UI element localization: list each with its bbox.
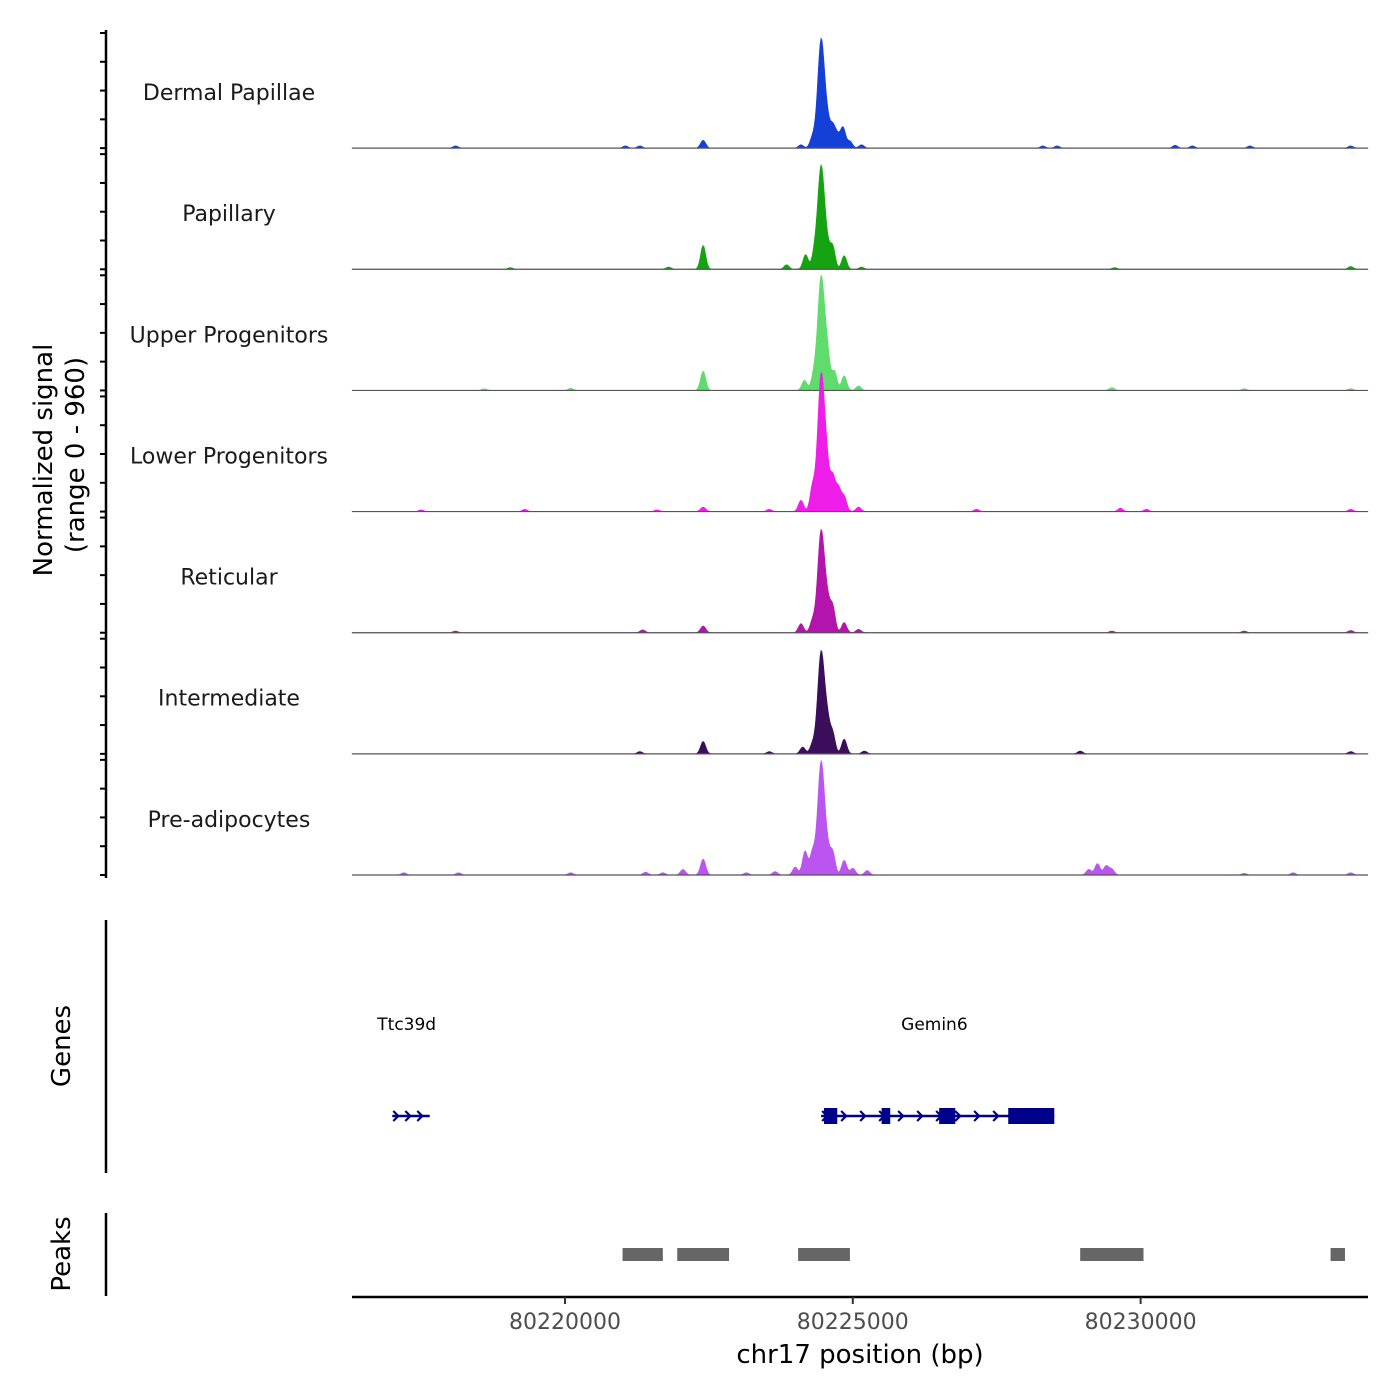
strand-arrow xyxy=(859,1110,867,1122)
track-label: Intermediate xyxy=(158,687,300,712)
x-tick-label: 80225000 xyxy=(797,1310,909,1335)
strand-arrow xyxy=(416,1110,424,1122)
track-label: Upper Progenitors xyxy=(130,323,329,348)
peaks-axis-title: Peaks xyxy=(47,1216,77,1291)
coverage-area-5 xyxy=(351,649,1369,755)
strand-arrow xyxy=(897,1110,905,1122)
coverage-area-0 xyxy=(351,37,1369,149)
track-label: Pre-adipocytes xyxy=(148,808,311,833)
track-label: Dermal Papillae xyxy=(143,81,315,106)
peaks-track xyxy=(104,1213,1345,1296)
coverage-area-2 xyxy=(351,274,1369,391)
strand-arrow xyxy=(840,1110,848,1122)
track-label: Lower Progenitors xyxy=(130,444,328,469)
y-axis-title-line2: (range 0 - 960) xyxy=(61,357,91,553)
peak-region xyxy=(798,1248,850,1261)
strand-arrow xyxy=(392,1110,400,1122)
exon-block xyxy=(1008,1108,1055,1124)
coverage-area-3 xyxy=(351,371,1369,512)
exon-block xyxy=(881,1108,891,1124)
strand-arrow xyxy=(973,1110,981,1122)
coverage-area-6 xyxy=(352,759,1368,876)
coverage-area-1 xyxy=(351,163,1369,270)
x-axis-title: chr17 position (bp) xyxy=(736,1340,983,1370)
x-tick-label: 80220000 xyxy=(509,1310,621,1335)
peak-region xyxy=(677,1248,730,1261)
peak-region xyxy=(1330,1248,1345,1261)
genes-axis-title: Genes xyxy=(47,1005,77,1087)
y-axis-title-line1: Normalized signal xyxy=(29,344,59,577)
coverage-area-4 xyxy=(351,528,1369,634)
gene-label: Gemin6 xyxy=(901,1015,968,1035)
gene-track: Ttc39d Gemin6 xyxy=(104,920,1055,1173)
track-label: Papillary xyxy=(182,202,276,227)
strand-arrow xyxy=(404,1110,412,1122)
x-tick-label: 80230000 xyxy=(1085,1310,1197,1335)
strand-arrow xyxy=(992,1110,1000,1122)
strand-arrow xyxy=(916,1110,924,1122)
strand-arrow xyxy=(954,1110,962,1122)
track-label: Reticular xyxy=(180,566,278,591)
gene-label: Ttc39d xyxy=(376,1015,436,1035)
peak-region xyxy=(1080,1248,1144,1261)
exon-block xyxy=(939,1108,956,1124)
x-axis: 80220000 80225000 80230000 xyxy=(352,1295,1368,1335)
peak-region xyxy=(622,1248,663,1261)
exon-block xyxy=(824,1108,838,1124)
coverage-tracks: Dermal Papillae Papillary Upper Progenitor… xyxy=(100,30,1369,878)
